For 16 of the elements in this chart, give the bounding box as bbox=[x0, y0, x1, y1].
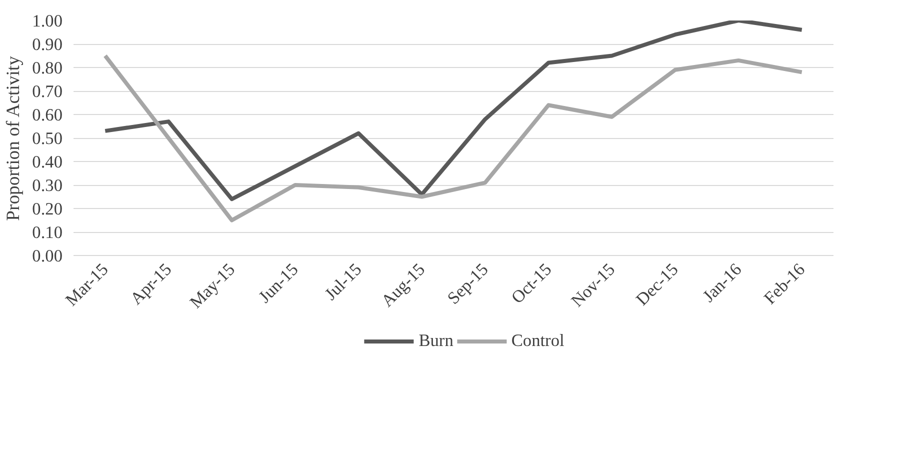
y-tick-label: 0.20 bbox=[32, 200, 63, 218]
y-tick-label: 0.50 bbox=[32, 129, 63, 148]
y-tick-label: 0.90 bbox=[32, 35, 63, 54]
line-series bbox=[103, 20, 804, 202]
y-tick-label: 0.60 bbox=[32, 106, 63, 124]
line-series bbox=[103, 54, 804, 222]
y-axis-title: Proportion of Activity bbox=[3, 55, 24, 221]
y-tick-label: 0.00 bbox=[32, 246, 63, 266]
legend-label: Control bbox=[511, 331, 564, 351]
y-tick-label: 0.80 bbox=[32, 58, 63, 78]
y-tick-label: 0.70 bbox=[32, 82, 63, 101]
y-tick-label: 0.10 bbox=[32, 223, 63, 242]
legend-label: Burn bbox=[418, 331, 454, 351]
y-tick-label: 0.40 bbox=[32, 152, 63, 172]
y-tick-label: 1.00 bbox=[32, 12, 63, 30]
y-tick-label: 0.30 bbox=[32, 176, 63, 195]
